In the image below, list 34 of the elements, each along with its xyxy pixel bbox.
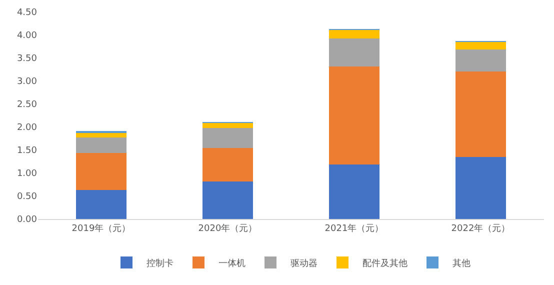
bar bbox=[76, 190, 127, 219]
y-tick-label: 1.00 bbox=[16, 169, 38, 180]
bar bbox=[328, 38, 380, 66]
y-tick-label: 4.00 bbox=[16, 31, 38, 42]
x-tick-label: 2022年（元） bbox=[451, 222, 510, 234]
legend-label: 配件及其他 bbox=[362, 258, 408, 269]
y-tick-label: 2.50 bbox=[16, 100, 38, 110]
bar bbox=[76, 138, 127, 154]
y-tick-label: 3.00 bbox=[16, 77, 38, 88]
bar bbox=[328, 29, 380, 39]
bar bbox=[328, 66, 380, 164]
x-tick-label: 2020年（元） bbox=[198, 222, 258, 234]
bar bbox=[202, 182, 254, 219]
y-tick-label: 1.50 bbox=[16, 146, 38, 156]
legend-label: 控制卡 bbox=[146, 258, 174, 269]
y-tick-label: 0.00 bbox=[16, 215, 38, 226]
y-tick-label: 0.50 bbox=[16, 192, 38, 202]
bar bbox=[328, 164, 380, 219]
x-tick-label: 2019年（元） bbox=[72, 222, 131, 234]
y-tick-label: 4.50 bbox=[16, 8, 38, 18]
bar bbox=[455, 42, 506, 50]
legend-label: 驱动器 bbox=[290, 258, 318, 269]
bar bbox=[455, 156, 506, 219]
bar bbox=[455, 49, 506, 72]
y-tick-label: 3.50 bbox=[16, 54, 38, 64]
y-tick-label: 2.00 bbox=[16, 123, 38, 134]
bar bbox=[202, 122, 254, 128]
bar bbox=[202, 148, 254, 182]
legend-label: 一体机 bbox=[218, 258, 246, 269]
legend-label: 其他 bbox=[452, 258, 470, 269]
bar bbox=[455, 71, 506, 157]
bar bbox=[76, 153, 127, 190]
bar bbox=[202, 128, 254, 148]
x-tick-label: 2021年（元） bbox=[324, 222, 384, 234]
